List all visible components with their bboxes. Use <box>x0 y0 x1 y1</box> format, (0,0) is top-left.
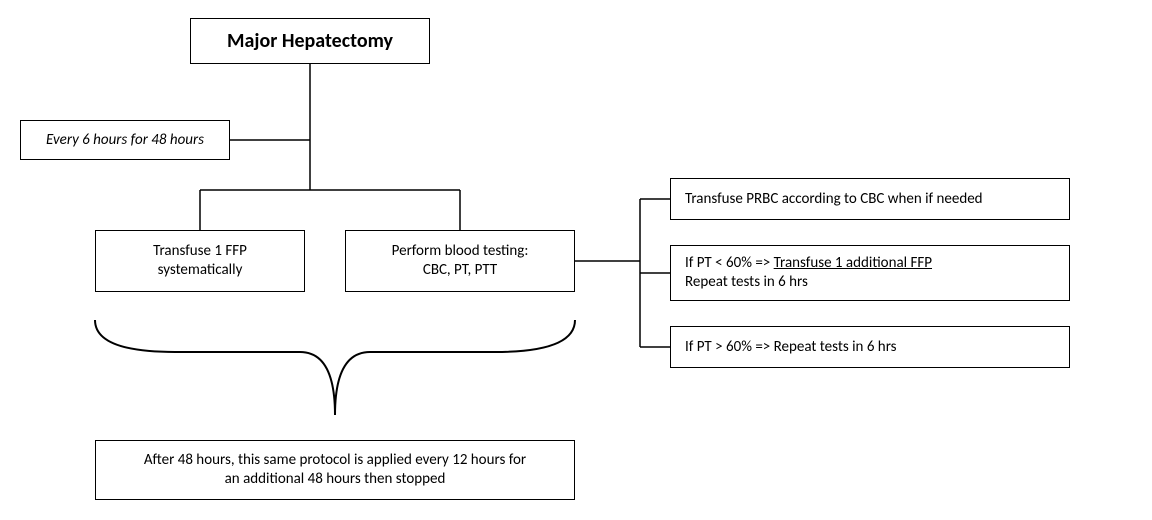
node-final: After 48 hours, this same protocol is ap… <box>95 440 575 500</box>
node-frequency: Every 6 hours for 48 hours <box>20 120 230 160</box>
node-final-line1: After 48 hours, this same protocol is ap… <box>104 451 566 470</box>
node-rule-prbc: Transfuse PRBC according to CBC when if … <box>670 178 1070 220</box>
node-final-line2: an additional 48 hours then stopped <box>104 470 566 489</box>
node-title: Major Hepatectomy <box>190 18 430 64</box>
node-rule-pt-low-prefix: If PT < 60% => <box>685 254 774 272</box>
node-ffp: Transfuse 1 FFP systematically <box>95 230 305 292</box>
node-rule-pt-high-label: If PT > 60% => Repeat tests in 6 hrs <box>685 338 897 357</box>
node-tests-label: Perform blood testing: CBC, PT, PTT <box>392 242 529 280</box>
flowchart-stage: Major Hepatectomy Every 6 hours for 48 h… <box>0 0 1152 520</box>
node-rule-prbc-label: Transfuse PRBC according to CBC when if … <box>685 190 983 209</box>
node-rule-pt-high: If PT > 60% => Repeat tests in 6 hrs <box>670 326 1070 368</box>
node-frequency-label: Every 6 hours for 48 hours <box>46 131 204 150</box>
node-tests: Perform blood testing: CBC, PT, PTT <box>345 230 575 292</box>
node-rule-pt-low-line1: If PT < 60% => Transfuse 1 additional FF… <box>685 254 1055 273</box>
node-rule-pt-low: If PT < 60% => Transfuse 1 additional FF… <box>670 245 1070 301</box>
node-title-label: Major Hepatectomy <box>227 29 393 54</box>
node-rule-pt-low-line2: Repeat tests in 6 hrs <box>685 273 1055 292</box>
node-rule-pt-low-underlined: Transfuse 1 additional FFP <box>774 254 932 272</box>
node-ffp-label: Transfuse 1 FFP systematically <box>153 242 247 280</box>
